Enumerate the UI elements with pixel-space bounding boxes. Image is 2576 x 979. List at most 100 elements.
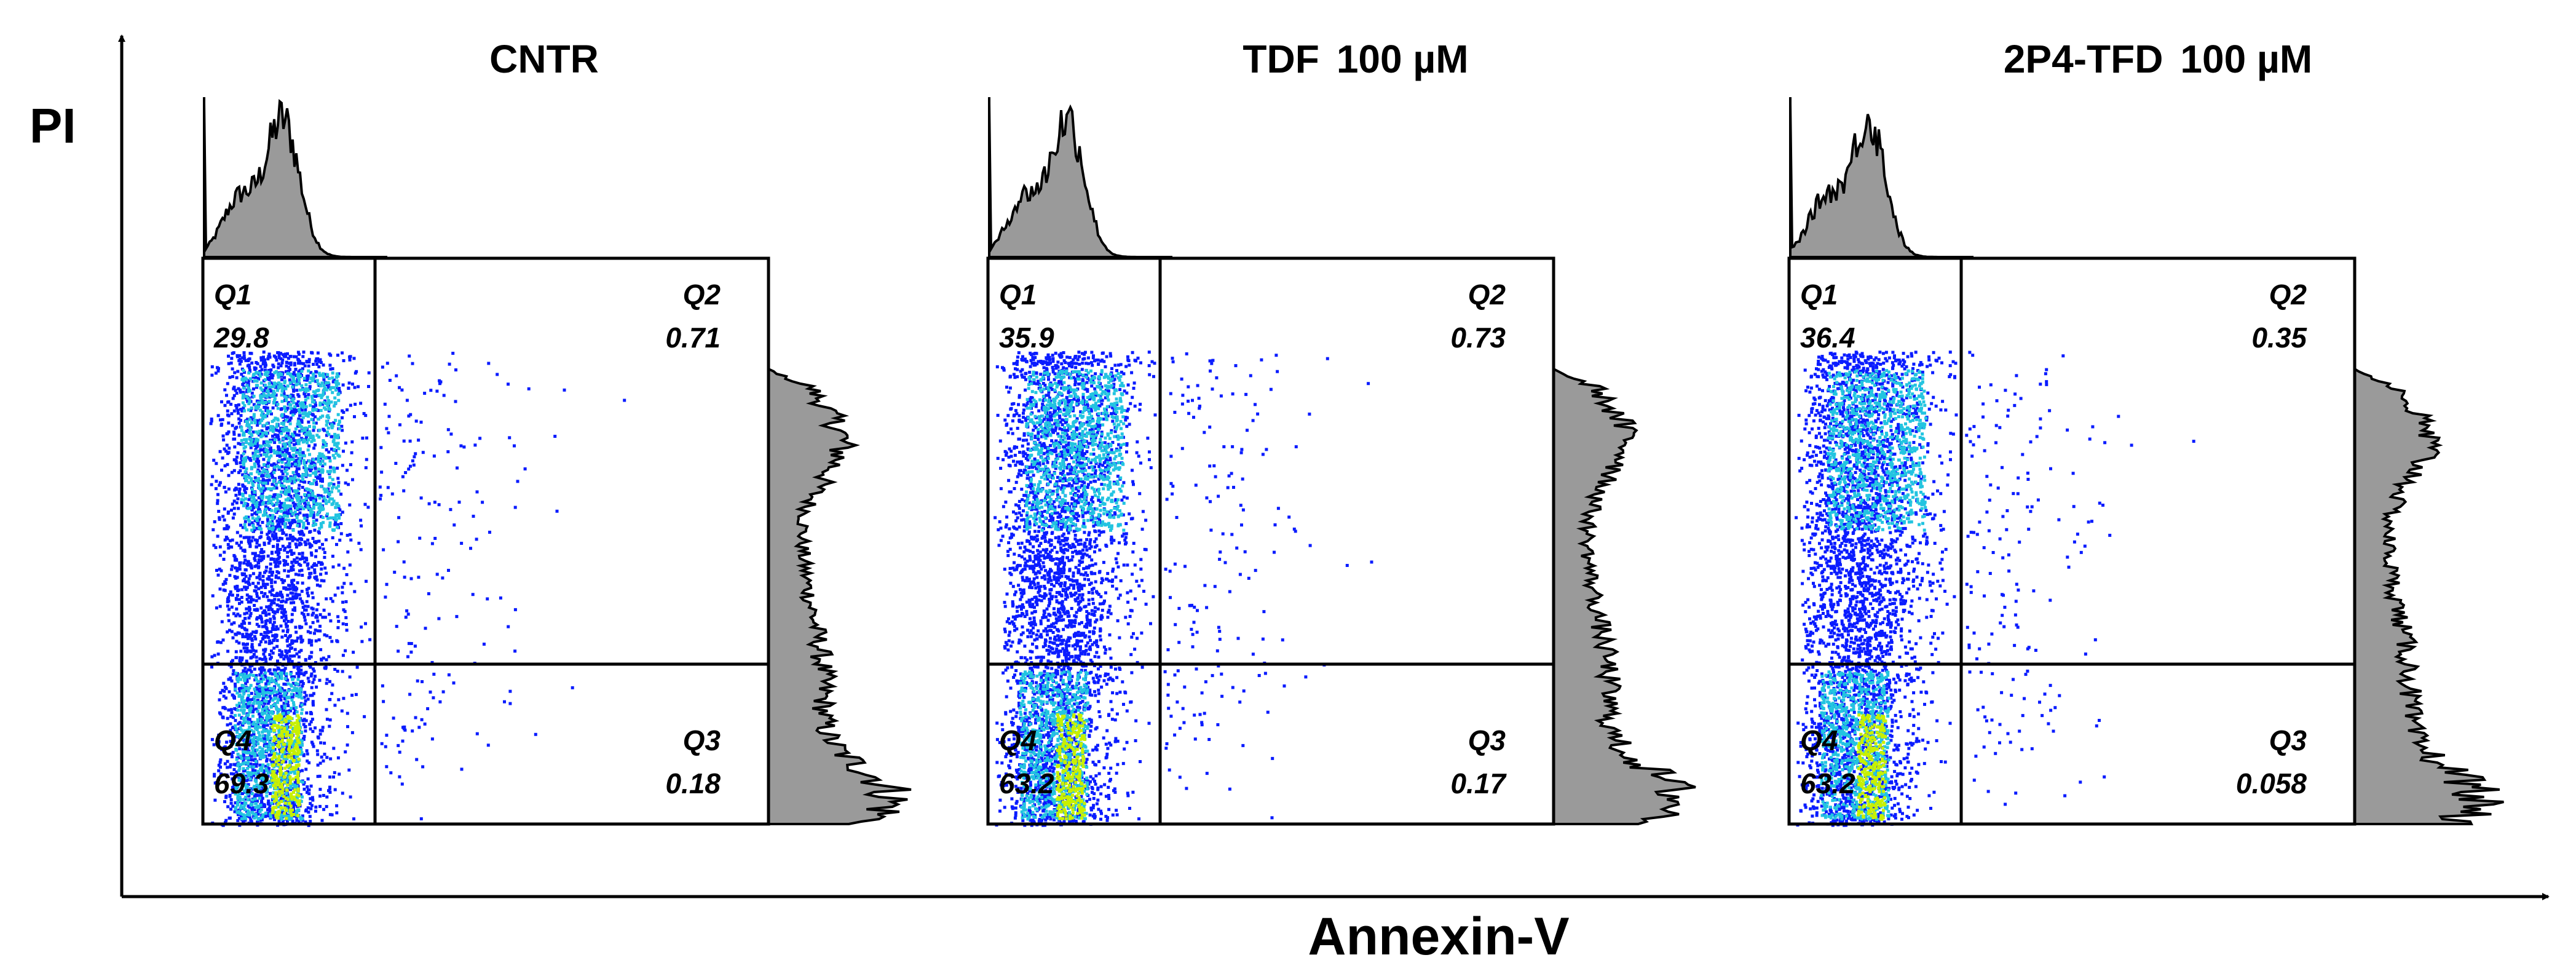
event-dot	[302, 723, 306, 726]
event-dot	[261, 582, 265, 586]
event-dot	[286, 371, 290, 375]
event-dot	[322, 392, 325, 396]
event-dot	[300, 600, 304, 603]
event-dot	[331, 367, 334, 371]
event-dot	[352, 357, 356, 360]
event-dot	[261, 521, 264, 524]
event-dot	[223, 800, 226, 804]
event-dot	[263, 453, 266, 456]
event-dot	[325, 681, 328, 685]
event-dot	[319, 648, 323, 651]
event-dot	[239, 461, 242, 465]
event-dot	[231, 397, 235, 400]
event-dot	[285, 672, 288, 676]
event-dot	[280, 740, 284, 743]
event-dot	[269, 368, 273, 371]
event-dot	[230, 568, 234, 571]
event-dot	[237, 713, 241, 717]
event-dot	[253, 444, 257, 447]
event-dot	[322, 656, 325, 660]
event-dot	[237, 359, 241, 362]
event-dot	[293, 640, 296, 643]
event-dot	[322, 499, 325, 503]
event-dot	[255, 707, 258, 711]
event-dot	[261, 466, 264, 470]
event-dot	[247, 713, 250, 717]
event-dot	[325, 571, 328, 575]
event-dot	[288, 504, 292, 508]
event-dot	[260, 357, 264, 361]
event-dot	[217, 367, 220, 370]
event-dot	[247, 358, 250, 362]
event-dot	[255, 399, 259, 403]
event-dot	[300, 611, 304, 615]
event-dot	[283, 704, 286, 708]
event-dot	[248, 609, 251, 612]
event-dot	[250, 758, 253, 762]
event-dot	[315, 540, 318, 544]
event-dot	[242, 717, 245, 721]
event-dot	[260, 591, 263, 595]
event-dot	[295, 818, 299, 822]
event-dot	[266, 713, 269, 717]
event-dot	[261, 478, 265, 482]
event-dot	[348, 358, 352, 362]
event-dot	[304, 729, 307, 733]
event-dot	[248, 377, 252, 381]
event-dot	[260, 548, 264, 552]
event-dot	[255, 761, 259, 765]
event-dot	[261, 486, 265, 490]
event-dot	[352, 817, 355, 821]
event-dot	[286, 415, 290, 419]
event-dot	[290, 432, 294, 436]
event-dot	[243, 376, 247, 380]
event-dot	[243, 409, 247, 413]
event-dot	[301, 486, 304, 489]
event-dot	[264, 501, 267, 505]
event-dot	[242, 646, 246, 650]
event-dot	[259, 365, 263, 368]
event-dot	[293, 606, 296, 609]
event-dot	[262, 694, 265, 697]
event-dot	[256, 753, 259, 757]
event-dot	[282, 714, 285, 718]
event-dot	[288, 444, 291, 448]
event-dot	[302, 782, 306, 786]
event-dot	[259, 527, 263, 531]
event-dot	[307, 420, 310, 424]
event-dot	[283, 803, 287, 807]
event-dot	[299, 637, 303, 641]
event-dot	[229, 722, 232, 726]
event-dot	[259, 550, 263, 554]
event-dot	[255, 622, 259, 626]
event-dot	[251, 723, 255, 726]
event-dot	[335, 811, 339, 815]
event-dot	[259, 453, 263, 457]
event-dot	[255, 384, 258, 387]
event-dot	[322, 456, 326, 459]
event-dot	[300, 384, 304, 387]
event-dot	[242, 463, 245, 467]
event-dot	[265, 422, 269, 426]
event-dot	[326, 399, 330, 402]
event-dot	[299, 664, 303, 668]
event-dot	[280, 817, 283, 821]
event-dot	[218, 518, 221, 521]
event-dot	[272, 497, 275, 501]
event-dot	[250, 755, 253, 758]
top-histogram	[203, 98, 387, 258]
event-dot	[291, 595, 295, 598]
event-dot	[300, 590, 304, 593]
event-dot	[273, 748, 277, 751]
event-dot	[258, 716, 262, 719]
event-dot	[360, 625, 363, 629]
event-dot	[235, 462, 239, 466]
event-dot	[240, 572, 244, 576]
event-dot	[254, 806, 258, 809]
event-dot	[285, 791, 288, 795]
event-dot	[249, 734, 253, 737]
event-dot	[303, 439, 307, 443]
event-dot	[346, 725, 349, 729]
event-dot	[338, 387, 341, 390]
event-dot	[311, 596, 315, 600]
